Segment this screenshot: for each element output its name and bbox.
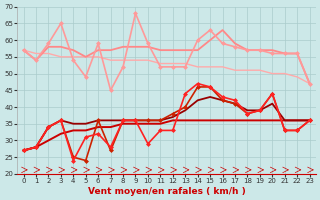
X-axis label: Vent moyen/en rafales ( km/h ): Vent moyen/en rafales ( km/h )	[88, 187, 245, 196]
